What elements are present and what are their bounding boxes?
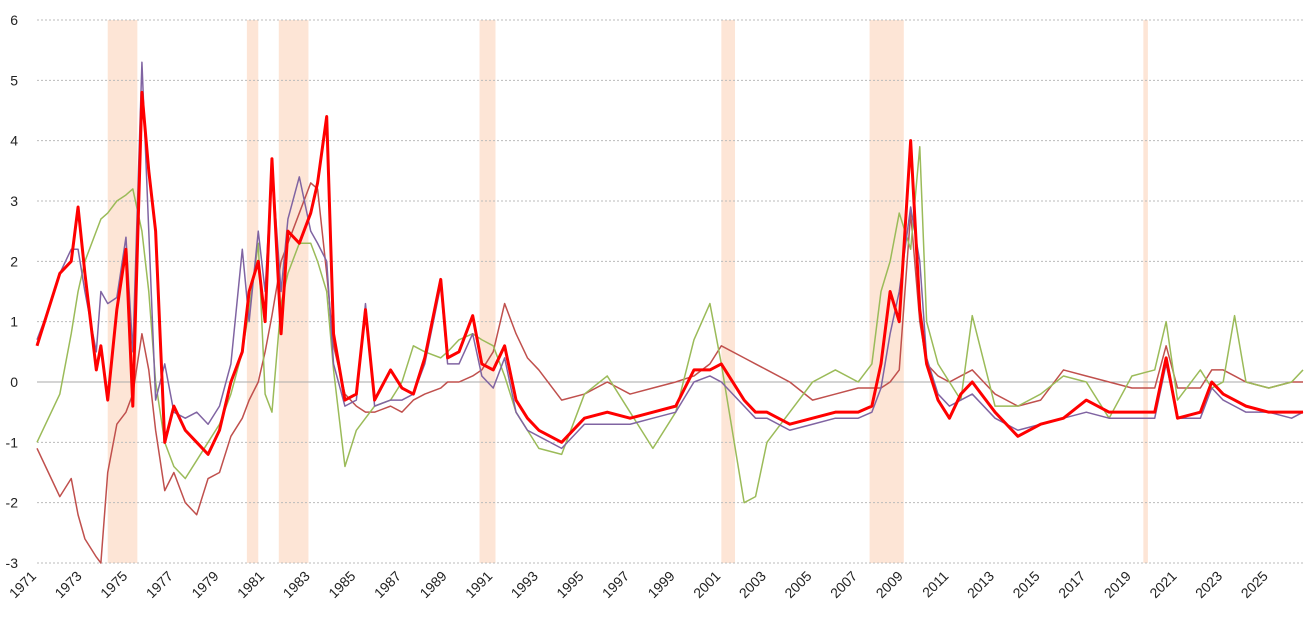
x-tick-label: 1997: [599, 568, 632, 601]
y-tick-label: 2: [10, 253, 18, 269]
recession-band: [869, 20, 904, 563]
y-tick-label: 3: [10, 193, 18, 209]
y-tick-label: -1: [6, 434, 19, 450]
x-tick-label: 2015: [1009, 568, 1042, 601]
series-line: [35, 90, 1303, 456]
x-tick-label: 2005: [781, 568, 814, 601]
y-tick-label: 4: [10, 133, 18, 149]
series-line: [36, 145, 1304, 504]
x-tick-label: 2003: [736, 568, 769, 601]
recession-band: [479, 20, 496, 563]
x-tick-label: 1999: [644, 568, 677, 601]
series-line: [36, 182, 1303, 564]
x-tick-label: 1995: [553, 568, 586, 601]
y-tick-label: 1: [10, 314, 18, 330]
x-tick-label: 1981: [234, 568, 267, 601]
x-tick-label: 2001: [690, 568, 723, 601]
recession-band: [721, 20, 736, 563]
x-tick-label: 2021: [1146, 568, 1179, 601]
x-tick-label: 1993: [508, 568, 541, 601]
y-tick-label: 5: [10, 72, 18, 88]
x-tick-label: 2007: [827, 568, 860, 601]
y-tick-label: -3: [6, 555, 19, 571]
series-line: [36, 61, 1304, 450]
x-tick-label: 1991: [462, 568, 495, 601]
x-tick-label: 2017: [1055, 568, 1088, 601]
x-tick-label: 1979: [188, 568, 221, 601]
x-tick-label: 2019: [1101, 568, 1134, 601]
x-tick-label: 1983: [280, 568, 313, 601]
x-tick-label: 1985: [325, 568, 358, 601]
y-tick-label: 0: [10, 374, 18, 390]
x-tick-label: 2009: [873, 568, 906, 601]
recession-band: [1143, 20, 1148, 563]
x-tick-label: 1973: [51, 568, 84, 601]
x-tick-label: 1987: [371, 568, 404, 601]
x-tick-label: 2025: [1238, 568, 1271, 601]
recession-band: [107, 20, 138, 563]
x-tick-label: 1989: [416, 568, 449, 601]
x-tick-label: 2011: [919, 568, 952, 601]
x-tick-label: 2013: [964, 568, 997, 601]
x-tick-label: 1971: [6, 568, 39, 601]
x-tick-label: 1977: [143, 568, 176, 601]
x-tick-label: 1975: [97, 568, 130, 601]
x-tick-label: 2023: [1192, 568, 1225, 601]
y-tick-label: -2: [6, 495, 19, 511]
y-tick-label: 6: [10, 12, 18, 28]
